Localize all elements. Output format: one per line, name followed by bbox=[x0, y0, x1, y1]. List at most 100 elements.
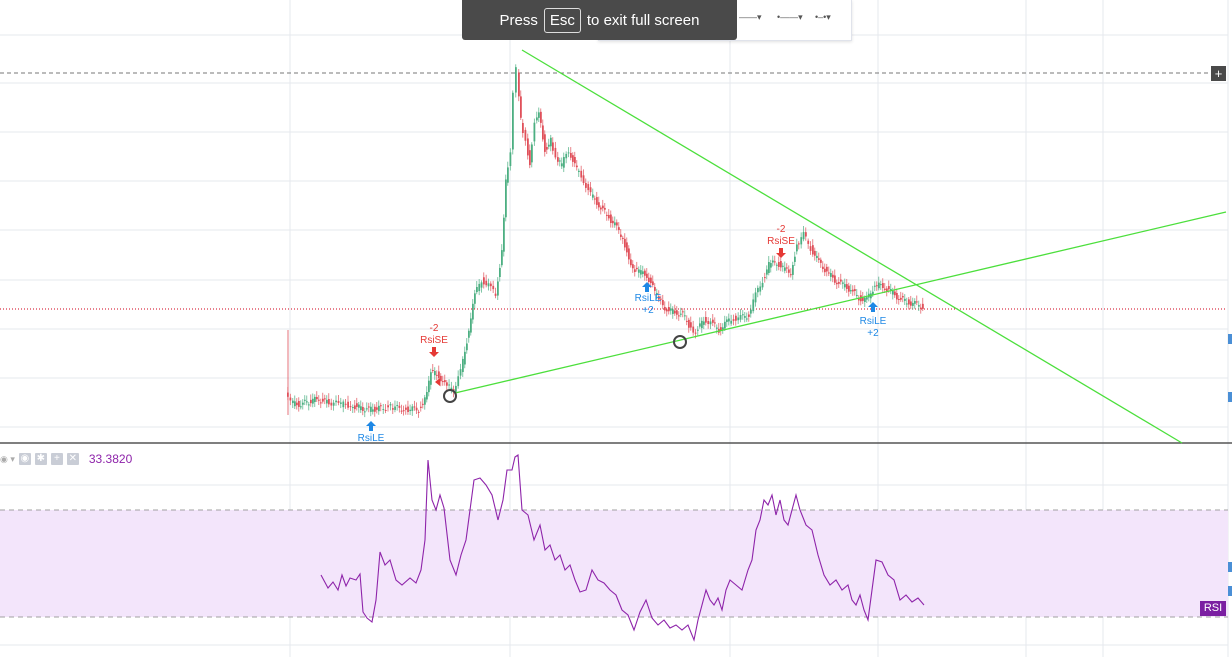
trendline-descending[interactable] bbox=[521, 49, 1183, 444]
candle bbox=[352, 407, 354, 409]
candle bbox=[739, 315, 742, 320]
candle bbox=[612, 220, 614, 224]
candle bbox=[634, 269, 636, 273]
gear-icon[interactable]: ✱ bbox=[34, 453, 47, 465]
candle bbox=[468, 330, 470, 338]
candle bbox=[822, 266, 824, 269]
candle bbox=[459, 369, 462, 376]
candle bbox=[688, 319, 690, 328]
candle bbox=[752, 299, 755, 312]
candle bbox=[557, 157, 559, 162]
candle bbox=[798, 243, 800, 245]
candle bbox=[812, 245, 814, 255]
candle bbox=[576, 165, 578, 168]
candle bbox=[415, 407, 418, 411]
candle bbox=[650, 277, 652, 284]
candle bbox=[648, 277, 650, 283]
plus-icon[interactable]: + bbox=[50, 453, 63, 465]
candle bbox=[442, 381, 444, 383]
candle bbox=[446, 382, 448, 386]
candle bbox=[472, 303, 474, 320]
candle bbox=[524, 129, 527, 141]
candle bbox=[816, 255, 818, 258]
candle bbox=[820, 259, 822, 263]
rsise-qty: -2 bbox=[430, 323, 439, 334]
candle bbox=[436, 374, 438, 376]
candle bbox=[548, 144, 550, 147]
candle bbox=[678, 315, 680, 317]
candle bbox=[848, 285, 850, 292]
rsise-marker-1[interactable]: -2 RsiSE bbox=[420, 323, 448, 386]
candle bbox=[466, 343, 468, 351]
candle bbox=[800, 237, 803, 245]
candle bbox=[828, 272, 830, 274]
candle bbox=[490, 283, 492, 287]
candle bbox=[337, 400, 340, 403]
candle bbox=[716, 327, 718, 329]
candle bbox=[784, 267, 786, 271]
candle bbox=[356, 403, 358, 407]
candle bbox=[387, 405, 389, 408]
arrow-down-icon bbox=[429, 347, 439, 357]
candle bbox=[832, 274, 834, 278]
close-icon[interactable]: ✕ bbox=[66, 453, 79, 465]
axis-marker bbox=[1228, 562, 1232, 572]
candle bbox=[582, 175, 585, 183]
candle bbox=[772, 260, 774, 263]
candle bbox=[846, 284, 848, 289]
candle bbox=[620, 234, 622, 237]
candle bbox=[382, 409, 385, 411]
rsile-marker-2[interactable]: RsiLE +2 bbox=[635, 282, 662, 316]
candle bbox=[426, 392, 428, 400]
candle bbox=[294, 401, 296, 407]
candle bbox=[682, 311, 684, 313]
rsile-marker-3[interactable]: RsiLE +2 bbox=[860, 302, 887, 339]
eye-icon[interactable]: ◉ bbox=[18, 453, 31, 465]
candle bbox=[476, 287, 478, 293]
candle bbox=[398, 405, 401, 408]
candle bbox=[744, 316, 746, 318]
rsile-marker-1[interactable]: RsiLE bbox=[358, 421, 385, 444]
rsise-qty: -2 bbox=[777, 224, 786, 235]
candle bbox=[735, 315, 737, 321]
candle bbox=[900, 297, 902, 300]
candle bbox=[306, 401, 308, 403]
candle bbox=[764, 277, 766, 279]
candle bbox=[392, 408, 394, 410]
add-price-button[interactable]: + bbox=[1211, 66, 1226, 81]
candle bbox=[759, 286, 762, 292]
candle bbox=[522, 122, 524, 133]
candle bbox=[335, 400, 337, 403]
candle bbox=[289, 397, 292, 401]
candle bbox=[636, 267, 638, 270]
chevron-down-icon[interactable]: ◉ ▾ bbox=[0, 453, 15, 464]
candle bbox=[602, 205, 604, 209]
candle bbox=[565, 153, 568, 159]
candle bbox=[589, 187, 592, 193]
candle bbox=[838, 281, 840, 284]
line-width-dropdown[interactable]: ——▾ bbox=[739, 12, 762, 22]
candle bbox=[701, 320, 703, 329]
candle bbox=[684, 315, 686, 317]
candle bbox=[366, 408, 368, 410]
candle bbox=[608, 214, 610, 219]
candle bbox=[790, 274, 792, 276]
candle bbox=[520, 96, 522, 118]
candle bbox=[654, 287, 656, 291]
candle bbox=[720, 327, 722, 331]
candle bbox=[424, 397, 426, 405]
candle bbox=[349, 406, 352, 408]
candle bbox=[632, 264, 634, 269]
trendline-ascending[interactable] bbox=[454, 211, 1227, 394]
rsise-marker-2[interactable]: -2 RsiSE bbox=[767, 224, 795, 258]
candle bbox=[628, 248, 630, 260]
line-start-dropdown[interactable]: •——▾ bbox=[777, 12, 803, 22]
line-end-dropdown[interactable]: •–•▾ bbox=[815, 12, 831, 22]
rsi-value: 33.3820 bbox=[88, 452, 133, 466]
candle bbox=[766, 269, 768, 275]
candle bbox=[807, 240, 810, 244]
candle bbox=[862, 297, 864, 301]
candle bbox=[407, 406, 409, 412]
candle bbox=[374, 406, 376, 412]
